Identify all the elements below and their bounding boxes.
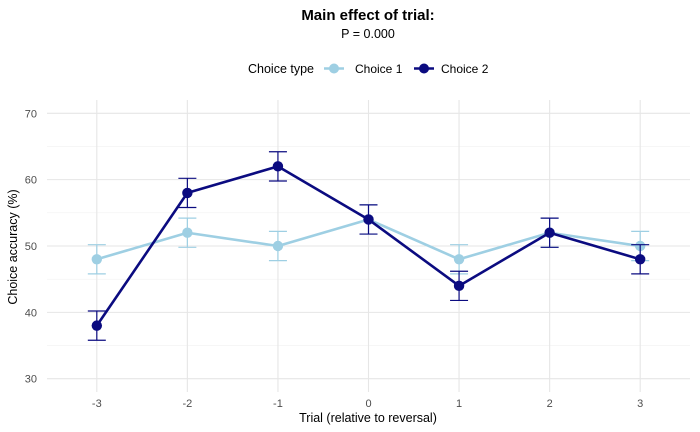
data-point xyxy=(453,254,465,265)
x-tick-label: 2 xyxy=(547,398,553,410)
y-tick-label: 60 xyxy=(25,175,37,187)
legend-key-dot-choice-2 xyxy=(419,63,429,74)
data-point xyxy=(272,161,284,172)
x-tick-label: 3 xyxy=(637,398,643,410)
data-point xyxy=(634,254,646,265)
legend-item-choice-2: Choice 2 xyxy=(414,62,489,76)
series-layer xyxy=(87,151,650,341)
data-point xyxy=(272,240,284,252)
legend-title: Choice type xyxy=(248,62,314,76)
y-tick-label: 70 xyxy=(25,108,37,120)
legend-label-choice-1: Choice 1 xyxy=(355,62,403,76)
data-point xyxy=(91,254,103,265)
data-point xyxy=(363,214,374,225)
data-point xyxy=(182,187,193,199)
data-point xyxy=(544,227,555,238)
x-tick-label: -3 xyxy=(92,398,102,410)
legend-label-choice-2: Choice 2 xyxy=(441,62,489,76)
y-axis-title: Choice accuracy (%) xyxy=(6,189,20,304)
tick-labels: 30 40 50 60 70 -3 -2 -1 0 1 2 3 xyxy=(25,108,644,410)
x-tick-label: 1 xyxy=(456,398,462,410)
y-tick-label: 50 xyxy=(25,241,37,253)
data-point xyxy=(182,227,193,238)
legend-item-choice-1: Choice 1 xyxy=(324,62,403,76)
data-point xyxy=(453,280,465,292)
x-axis-title: Trial (relative to reversal) xyxy=(299,411,437,425)
series-choice-2 xyxy=(87,151,650,341)
x-tick-label: -1 xyxy=(273,398,283,410)
x-tick-label: 0 xyxy=(365,398,371,410)
data-point xyxy=(91,320,103,331)
y-tick-label: 40 xyxy=(25,307,37,319)
chart-subtitle: P = 0.000 xyxy=(341,27,395,41)
legend-key-dot-choice-1 xyxy=(329,63,339,74)
chart-title: Main effect of trial: xyxy=(301,7,434,24)
x-tick-label: -2 xyxy=(182,398,192,410)
y-tick-label: 30 xyxy=(25,374,37,386)
legend: Choice type Choice 1 Choice 2 xyxy=(248,62,489,76)
